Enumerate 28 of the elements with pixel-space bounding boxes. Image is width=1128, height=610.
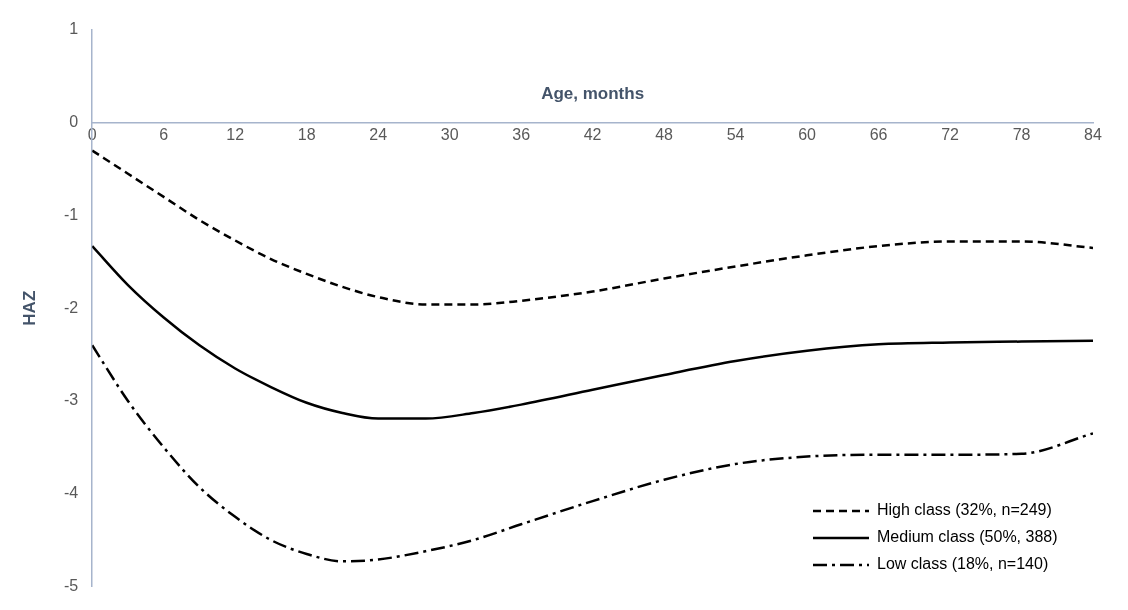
line-series bbox=[92, 149, 1093, 306]
y-tick-label: -1 bbox=[63, 205, 79, 223]
x-tick-label: 36 bbox=[512, 125, 531, 143]
x-tick-label: 30 bbox=[440, 125, 459, 143]
x-tick-label: 84 bbox=[1084, 125, 1102, 143]
x-tick-label: 12 bbox=[226, 125, 245, 143]
x-tick-label: 18 bbox=[297, 125, 316, 143]
y-axis-title: HAZ bbox=[19, 290, 39, 326]
legend-label: Low class (18%, n=140) bbox=[877, 555, 1049, 573]
y-tick-label: 0 bbox=[69, 113, 79, 131]
legend-label: Medium class (50%, 388) bbox=[877, 528, 1058, 546]
x-tick-label: 66 bbox=[869, 125, 888, 143]
y-tick-label: -4 bbox=[63, 484, 79, 502]
y-tick-label: -5 bbox=[63, 576, 79, 594]
x-tick-label: 42 bbox=[583, 125, 602, 143]
x-tick-label: 60 bbox=[798, 125, 817, 143]
legend-label: High class (32%, n=249) bbox=[877, 501, 1052, 519]
line-series bbox=[92, 244, 1093, 420]
x-axis-title: Age, months bbox=[541, 84, 645, 104]
y-tick-label: -3 bbox=[63, 391, 79, 409]
y-tick-label: 1 bbox=[69, 20, 79, 38]
x-tick-label: 78 bbox=[1012, 125, 1031, 143]
x-tick-label: 24 bbox=[369, 125, 388, 143]
y-tick-label: -2 bbox=[63, 298, 79, 316]
x-tick-label: 48 bbox=[655, 125, 674, 143]
x-tick-label: 6 bbox=[159, 125, 169, 143]
x-tick-label: 72 bbox=[941, 125, 960, 143]
x-tick-label: 54 bbox=[726, 125, 745, 143]
